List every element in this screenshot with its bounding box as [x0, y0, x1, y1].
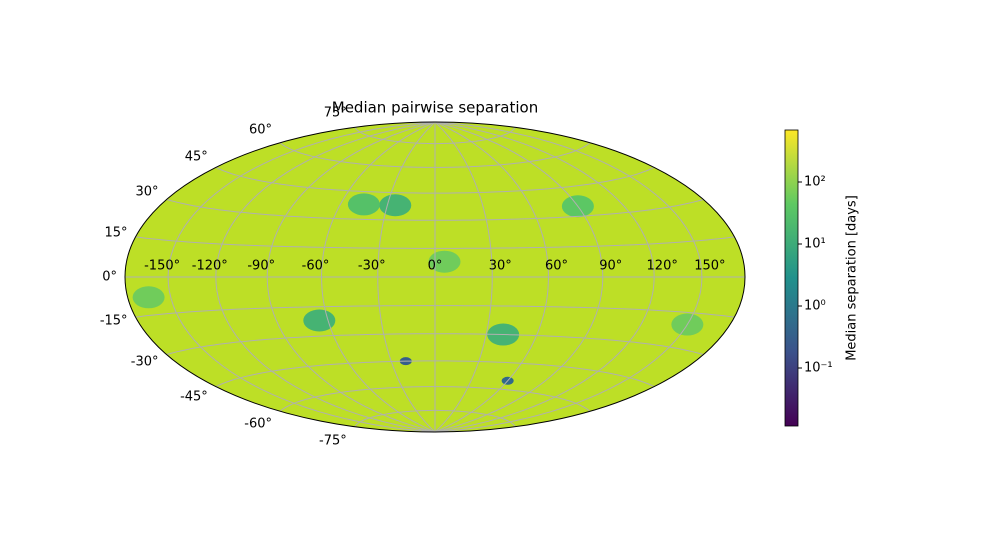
- grid-line: [354, 127, 516, 145]
- x-tick-label: -150°: [144, 259, 180, 274]
- y-tick-label: -60°: [244, 417, 272, 432]
- colorbar-label: Median separation [days]: [845, 195, 860, 361]
- grid-line: [215, 360, 655, 388]
- x-tick-label: -90°: [247, 259, 275, 274]
- grid-line: [135, 236, 735, 249]
- y-tick-label: 0°: [102, 270, 117, 285]
- grid-line: [166, 199, 704, 221]
- map: [125, 122, 745, 432]
- colorbar-tick-label: 10⁻¹: [804, 360, 833, 375]
- map-outline: [124, 121, 746, 433]
- colorbar-tick-label: 10⁰: [804, 299, 826, 314]
- x-tick-label: 90°: [599, 259, 622, 274]
- colorbar-tick-label: 10¹: [804, 237, 826, 252]
- x-tick-label: -120°: [192, 259, 228, 274]
- x-tick-label: 0°: [428, 259, 443, 274]
- data-patch: [428, 250, 461, 273]
- grid-line: [135, 305, 735, 318]
- data-patch: [303, 309, 336, 332]
- x-tick-label: 30°: [489, 259, 512, 274]
- grid-line: [215, 166, 655, 194]
- x-tick-label: 60°: [545, 259, 568, 274]
- x-tick-label: -60°: [302, 259, 330, 274]
- grid-line: [279, 142, 591, 168]
- x-tick-label: -30°: [358, 259, 386, 274]
- y-tick-label: -30°: [131, 354, 159, 369]
- y-tick-label: -75°: [319, 434, 347, 449]
- y-tick-label: 15°: [105, 226, 128, 241]
- grid-line: [279, 386, 591, 412]
- y-tick-label: 30°: [135, 185, 158, 200]
- y-tick-label: -45°: [180, 390, 208, 405]
- x-tick-label: 150°: [694, 259, 725, 274]
- colorbar-tick-label: 10²: [804, 175, 826, 190]
- data-patch: [347, 193, 380, 216]
- chart-title: Median pairwise separation: [332, 99, 538, 117]
- y-tick-label: 60°: [249, 122, 272, 137]
- y-tick-label: 75°: [324, 105, 347, 120]
- data-patch: [132, 286, 165, 309]
- x-tick-label: 120°: [647, 259, 678, 274]
- y-tick-label: -15°: [100, 313, 128, 328]
- grid-line: [166, 333, 704, 355]
- y-tick-label: 45°: [185, 149, 208, 164]
- grid-line: [354, 409, 516, 427]
- colorbar: [784, 129, 799, 427]
- data-patch: [379, 194, 412, 217]
